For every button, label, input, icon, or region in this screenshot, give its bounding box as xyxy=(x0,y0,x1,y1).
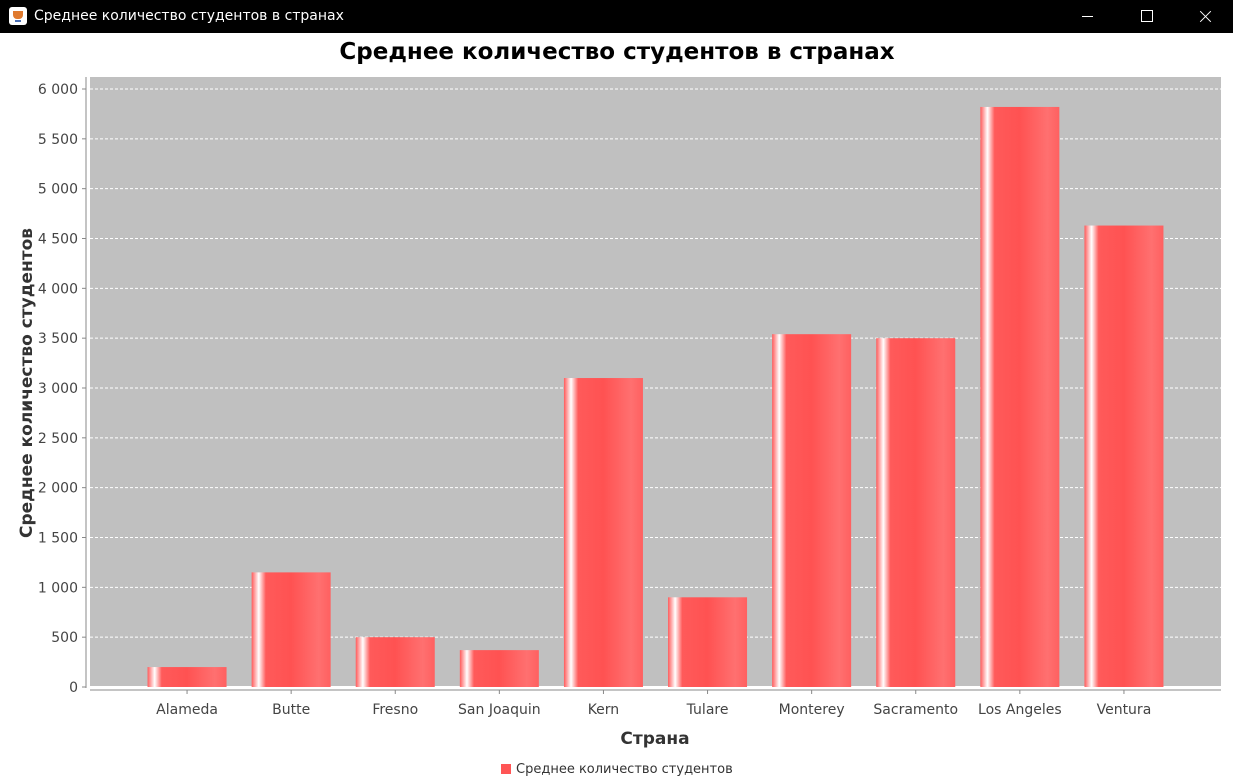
minimize-icon[interactable] xyxy=(1064,0,1110,33)
y-tick-label: 1 000 xyxy=(38,580,78,596)
bar-chart: Среднее количество студентов в странах 0… xyxy=(17,39,1221,749)
bar xyxy=(147,667,227,687)
x-tick-label: San Joaquin xyxy=(458,702,541,718)
x-tick-label: Sacramento xyxy=(873,702,958,718)
y-tick-label: 5 500 xyxy=(38,132,78,148)
bar xyxy=(772,334,852,687)
x-tick-label: Monterey xyxy=(779,702,845,718)
x-tick-label: Los Angeles xyxy=(978,702,1062,718)
y-tick-label: 4 500 xyxy=(38,232,78,248)
x-tick-label: Kern xyxy=(588,702,619,718)
bar xyxy=(876,338,956,687)
y-tick-label: 500 xyxy=(51,630,78,646)
legend-label: Среднее количество студентов xyxy=(516,761,733,777)
y-tick-label: 3 500 xyxy=(38,331,78,347)
x-tick-label: Tulare xyxy=(686,702,729,718)
y-tick-label: 6 000 xyxy=(38,82,78,98)
y-tick-label: 2 500 xyxy=(38,431,78,447)
legend-swatch xyxy=(501,764,511,774)
bar xyxy=(1084,225,1164,687)
y-axis-ticks: 0 500 1 000 1 500 2 000 2 500 3 000 3 500 4 000 4… xyxy=(38,82,86,696)
bar xyxy=(251,572,331,687)
chart-title: Среднее количество студентов в странах xyxy=(339,39,894,65)
bar xyxy=(459,650,539,687)
bar xyxy=(980,106,1060,687)
bar xyxy=(563,378,643,687)
y-tick-label: 1 500 xyxy=(38,531,78,547)
x-axis-ticks: Alameda Butte Fresno San Joaquin Kern Tulare M… xyxy=(156,690,1151,718)
y-tick-label: 0 xyxy=(69,680,78,696)
bar xyxy=(355,637,435,687)
chart-legend: Среднее количество студентов xyxy=(501,760,733,778)
x-axis-label: Страна xyxy=(620,729,689,749)
close-icon[interactable] xyxy=(1182,0,1228,33)
y-tick-label: 4 000 xyxy=(38,281,78,297)
y-tick-label: 3 000 xyxy=(38,381,78,397)
window-title: Среднее количество студентов в странах xyxy=(34,8,344,24)
window-titlebar: Среднее количество студентов в странах xyxy=(0,0,1233,33)
x-tick-label: Butte xyxy=(272,702,310,718)
y-tick-label: 2 000 xyxy=(38,481,78,497)
x-tick-label: Alameda xyxy=(156,702,218,718)
bars xyxy=(147,106,1164,687)
java-app-icon xyxy=(9,7,27,25)
maximize-icon[interactable] xyxy=(1124,0,1170,33)
x-tick-label: Ventura xyxy=(1097,702,1152,718)
y-tick-label: 5 000 xyxy=(38,182,78,198)
x-tick-label: Fresno xyxy=(372,702,418,718)
bar xyxy=(668,597,748,687)
y-axis-label: Среднее количество студентов xyxy=(17,228,37,538)
